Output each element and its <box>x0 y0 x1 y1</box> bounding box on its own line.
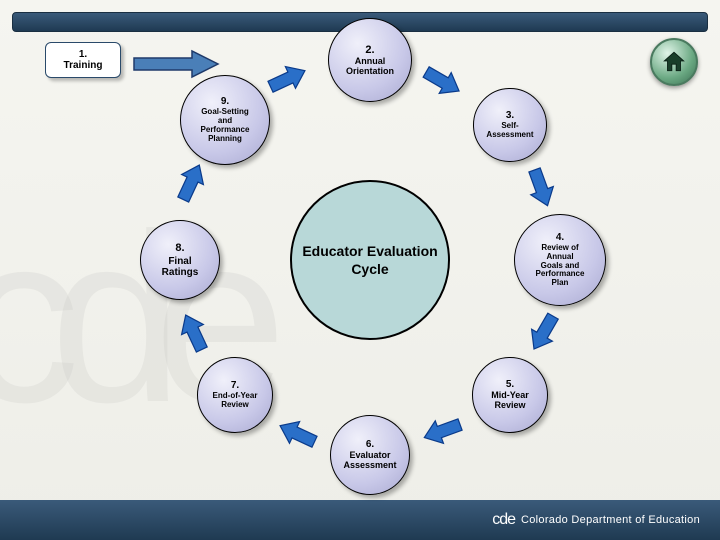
center-title: Educator Evaluation Cycle <box>292 242 448 278</box>
callout-arrow <box>132 48 222 80</box>
cycle-node-3: 3.Self- Assessment <box>473 88 547 162</box>
node-number: 6. <box>366 439 374 450</box>
cycle-arrow-8 <box>265 60 310 98</box>
cycle-node-6: 6.Evaluator Assessment <box>330 415 410 495</box>
callout-label: Training <box>64 60 103 71</box>
home-button[interactable] <box>650 38 698 86</box>
footer-brand-text: Colorado Department of Education <box>521 514 700 526</box>
node-label: End-of-Year Review <box>213 392 258 410</box>
node-number: 4. <box>556 232 564 243</box>
cycle-arrow-7 <box>172 160 210 205</box>
cycle-arrow-1 <box>420 62 465 102</box>
cycle-node-5: 5.Mid-Year Review <box>472 357 548 433</box>
footer-logo: cde <box>492 511 515 529</box>
node-number: 9. <box>221 96 229 107</box>
cycle-node-8: 8. Final Ratings <box>140 220 220 300</box>
node-number: 5. <box>506 379 514 390</box>
training-callout: 1. Training <box>45 42 121 78</box>
cycle-node-4: 4.Review of Annual Goals and Performance… <box>514 214 606 306</box>
cycle-arrow-6 <box>175 310 213 355</box>
node-number: 3. <box>506 110 514 121</box>
node-number: 2. <box>365 44 374 56</box>
node-number: 7. <box>231 380 239 391</box>
node-number: 8. <box>175 242 184 254</box>
node-label: Review of Annual Goals and Performance P… <box>536 244 585 288</box>
callout-number: 1. <box>79 49 87 60</box>
home-icon <box>661 49 687 75</box>
cycle-arrow-2 <box>523 166 559 210</box>
node-label: Evaluator Assessment <box>343 451 396 471</box>
footer-bar: cde Colorado Department of Education <box>0 500 720 540</box>
cycle-arrow-3 <box>524 310 564 355</box>
cycle-diagram: Educator Evaluation Cycle 2.Annual Orien… <box>140 30 600 490</box>
node-label: Goal-Setting and Performance Planning <box>201 108 250 143</box>
cycle-arrow-5 <box>275 415 320 453</box>
node-label: Self- Assessment <box>486 122 533 140</box>
cycle-arrow-4 <box>420 413 464 449</box>
center-circle: Educator Evaluation Cycle <box>290 180 450 340</box>
node-label: Annual Orientation <box>346 57 394 77</box>
node-label: Mid-Year Review <box>491 391 529 411</box>
cycle-node-7: 7.End-of-Year Review <box>197 357 273 433</box>
cycle-node-9: 9.Goal-Setting and Performance Planning <box>180 75 270 165</box>
node-label: Final Ratings <box>162 256 199 278</box>
cycle-node-2: 2.Annual Orientation <box>328 18 412 102</box>
